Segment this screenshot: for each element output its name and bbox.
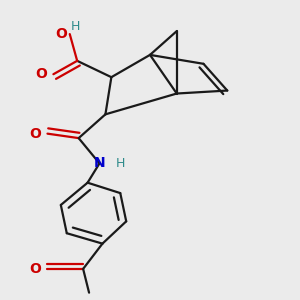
Text: O: O [30, 262, 41, 276]
Text: N: N [94, 156, 105, 170]
Text: H: H [71, 20, 80, 33]
Text: O: O [30, 127, 41, 141]
Text: H: H [116, 157, 125, 170]
Text: O: O [55, 27, 67, 41]
Text: O: O [36, 67, 47, 81]
